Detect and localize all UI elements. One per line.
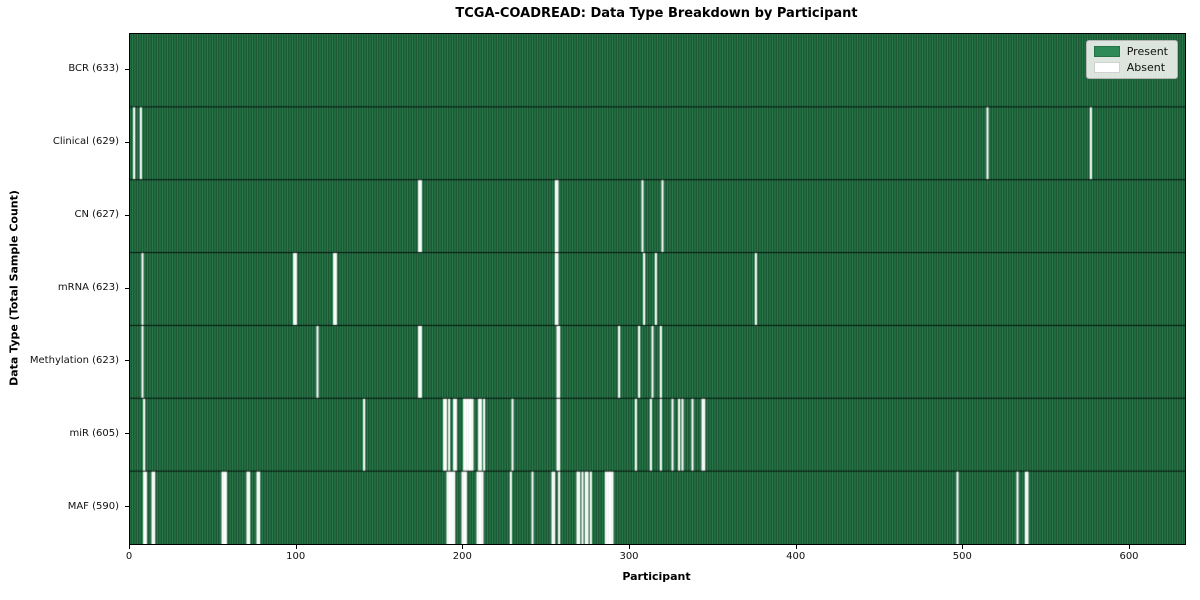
x-tick-mark [795,545,797,549]
y-tick-mark [125,68,129,70]
x-tick-mark [962,545,964,549]
x-tick-mark [295,545,297,549]
legend-item-absent: Absent [1093,61,1168,74]
y-tick-mark [125,214,129,216]
y-tick-label: miR (605) [69,427,119,439]
present-swatch-icon [1093,46,1120,57]
chart-title: TCGA-COADREAD: Data Type Breakdown by Pa… [455,6,858,21]
y-tick-mark [125,287,129,289]
y-tick-mark [125,360,129,362]
x-tick-label: 600 [1119,551,1139,562]
x-tick-label: 0 [125,551,133,562]
y-tick-mark [125,433,129,435]
y-tick-mark [125,141,129,143]
legend-item-present: Present [1093,45,1168,58]
y-tick-label: Clinical (629) [52,136,119,148]
y-tick-label: BCR (633) [68,63,119,75]
plot-area: Present Absent [129,33,1186,545]
legend-label-present: Present [1126,45,1168,58]
legend-label-absent: Absent [1126,61,1166,74]
x-tick-mark [129,545,130,549]
y-tick-label: Methylation (623) [29,354,119,366]
x-tick-label: 100 [286,551,306,562]
heatmap-canvas [130,34,1185,544]
x-tick-label: 400 [786,551,806,562]
x-tick-label: 300 [619,551,639,562]
y-tick-mark [125,506,129,508]
y-tick-label: mRNA (623) [57,282,119,293]
x-tick-label: 500 [952,551,972,562]
x-tick-mark [1129,545,1130,549]
y-tick-label: CN (627) [74,209,119,221]
x-tick-label: 200 [452,551,472,562]
legend: Present Absent [1085,40,1178,79]
x-tick-mark [629,545,630,549]
absent-swatch-icon [1093,62,1120,73]
x-tick-mark [462,545,464,549]
y-tick-label: MAF (590) [67,500,119,512]
x-axis-label: Participant [622,570,691,583]
